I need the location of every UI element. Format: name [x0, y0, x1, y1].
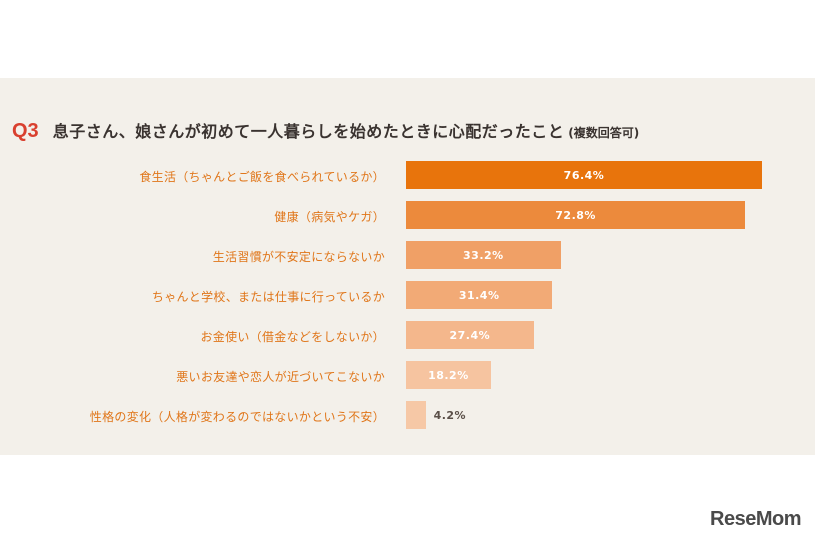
value-label: 27.4% [449, 329, 491, 342]
value-label: 4.2% [433, 409, 467, 422]
category-label: お金使い（借金などをしないか） [200, 330, 385, 344]
category-label: ちゃんと学校、または仕事に行っているか [151, 290, 385, 304]
bar [406, 161, 763, 189]
resemom-logo: ReseMom [710, 508, 801, 530]
value-label: 31.4% [458, 289, 500, 302]
bar [406, 401, 426, 429]
bar [406, 201, 746, 229]
chart-title: Q3 息子さん、娘さんが初めて一人暮らしを始めたときに心配だったこと (複数回答… [12, 118, 639, 142]
value-label: 18.2% [428, 369, 469, 382]
value-label: 72.8% [555, 209, 596, 222]
bar [406, 281, 553, 309]
bar [406, 361, 491, 389]
category-label: 悪いお友達や恋人が近づいてこないか [176, 370, 385, 384]
bar [406, 241, 561, 269]
question-number: Q3 [12, 120, 39, 142]
question-text: 息子さん、娘さんが初めて一人暮らしを始めたときに心配だったこと [52, 122, 565, 141]
category-label: 健康（病気やケガ） [274, 210, 385, 224]
value-label: 33.2% [463, 249, 504, 262]
bar [406, 321, 534, 349]
category-label: 性格の変化（人格が変わるのではないかという不安） [89, 410, 385, 424]
category-label: 食生活（ちゃんとご飯を食べられているか） [139, 170, 385, 184]
category-label: 生活習慣が不安定にならないか [212, 250, 385, 264]
question-note: (複数回答可) [568, 126, 640, 140]
value-label: 76.4% [563, 169, 605, 182]
